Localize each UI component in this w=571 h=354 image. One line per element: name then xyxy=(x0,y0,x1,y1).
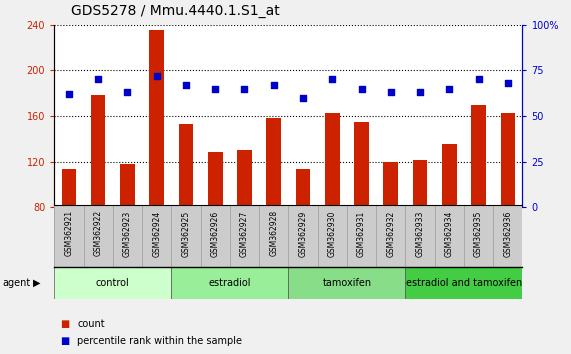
Text: GSM362932: GSM362932 xyxy=(386,210,395,257)
Text: agent: agent xyxy=(3,278,31,288)
Text: GSM362927: GSM362927 xyxy=(240,210,249,257)
Text: GSM362929: GSM362929 xyxy=(299,210,308,257)
Point xyxy=(386,90,395,95)
Bar xyxy=(288,267,405,299)
Point xyxy=(211,86,220,91)
Bar xyxy=(354,122,369,207)
Text: GSM362930: GSM362930 xyxy=(328,210,337,257)
Text: GSM362935: GSM362935 xyxy=(474,210,483,257)
Text: GSM362922: GSM362922 xyxy=(94,210,103,256)
Text: ■: ■ xyxy=(60,336,69,346)
Text: tamoxifen: tamoxifen xyxy=(322,278,372,288)
Bar xyxy=(179,124,193,207)
Point xyxy=(182,82,191,88)
Point xyxy=(474,76,483,82)
Bar xyxy=(296,170,310,207)
Bar xyxy=(171,267,288,299)
Text: ■: ■ xyxy=(60,319,69,329)
Text: GDS5278 / Mmu.4440.1.S1_at: GDS5278 / Mmu.4440.1.S1_at xyxy=(71,4,280,18)
Point xyxy=(94,76,103,82)
Bar xyxy=(208,152,223,207)
Bar xyxy=(471,104,486,207)
Text: GSM362928: GSM362928 xyxy=(269,210,278,256)
Point xyxy=(299,95,308,101)
Bar xyxy=(62,170,76,207)
Bar xyxy=(384,161,398,207)
Text: control: control xyxy=(96,278,130,288)
Point xyxy=(503,80,512,86)
Bar xyxy=(237,150,252,207)
Bar xyxy=(442,144,457,207)
Point xyxy=(328,76,337,82)
Point xyxy=(240,86,249,91)
Bar xyxy=(54,267,171,299)
Text: count: count xyxy=(77,319,104,329)
Text: estradiol: estradiol xyxy=(208,278,251,288)
Text: GSM362934: GSM362934 xyxy=(445,210,454,257)
Point xyxy=(357,86,366,91)
Point xyxy=(65,91,74,97)
Bar xyxy=(91,96,106,207)
Text: GSM362924: GSM362924 xyxy=(152,210,161,257)
Bar xyxy=(501,113,515,207)
Text: estradiol and tamoxifen: estradiol and tamoxifen xyxy=(406,278,522,288)
Bar xyxy=(325,113,340,207)
Text: ▶: ▶ xyxy=(33,278,41,288)
Text: GSM362923: GSM362923 xyxy=(123,210,132,257)
Text: percentile rank within the sample: percentile rank within the sample xyxy=(77,336,242,346)
Bar xyxy=(405,267,522,299)
Text: GSM362921: GSM362921 xyxy=(65,210,74,256)
Bar xyxy=(267,118,281,207)
Bar xyxy=(413,160,427,207)
Point xyxy=(416,90,425,95)
Point xyxy=(152,73,161,79)
Bar xyxy=(120,164,135,207)
Text: GSM362926: GSM362926 xyxy=(211,210,220,257)
Text: GSM362936: GSM362936 xyxy=(503,210,512,257)
Point xyxy=(269,82,278,88)
Text: GSM362933: GSM362933 xyxy=(416,210,425,257)
Text: GSM362925: GSM362925 xyxy=(182,210,191,257)
Point xyxy=(123,90,132,95)
Point xyxy=(445,86,454,91)
Text: GSM362931: GSM362931 xyxy=(357,210,366,257)
Bar xyxy=(150,30,164,207)
